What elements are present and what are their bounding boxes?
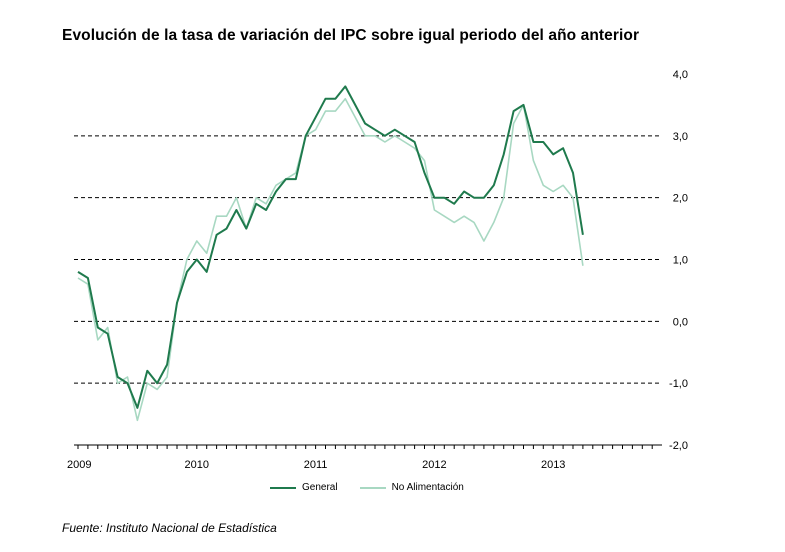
y-tick-label: 2,0 [673,193,688,205]
x-tick-label: 2012 [422,459,446,471]
source-note: Fuente: Instituto Nacional de Estadístic… [62,521,277,535]
series-line-general [77,85,584,409]
legend-label-general: General [302,482,338,493]
x-tick-label: 2010 [185,459,209,471]
y-tick-label: 4,0 [673,69,688,81]
y-tick-label: 0,0 [673,316,688,328]
series-group [77,85,584,422]
legend: General No Alimentación [270,482,486,493]
y-tick-label: -2,0 [669,440,688,452]
legend-label-no-alimentacion: No Alimentación [391,482,464,493]
legend-item-no-alimentacion: No Alimentación [359,482,464,493]
y-tick-label: -1,0 [669,378,688,390]
y-axis: -2,0 -1,0 0,0 1,0 2,0 3,0 4,0 [669,69,688,452]
legend-swatch-no-alimentacion [359,486,386,489]
x-tick-label: 2011 [304,459,328,471]
series-line-no-alimentacion [77,97,584,422]
x-tick-label: 2013 [541,459,565,471]
y-tick-label: 1,0 [673,255,688,267]
y-tick-label: 3,0 [673,131,688,143]
chart-title: Evolución de la tasa de variación del IP… [62,27,640,44]
x-axis: 2009 2010 2011 2012 2013 [67,444,662,471]
legend-item-general: General [270,482,338,493]
legend-swatch-general [270,486,296,489]
x-tick-label: 2009 [67,459,91,471]
